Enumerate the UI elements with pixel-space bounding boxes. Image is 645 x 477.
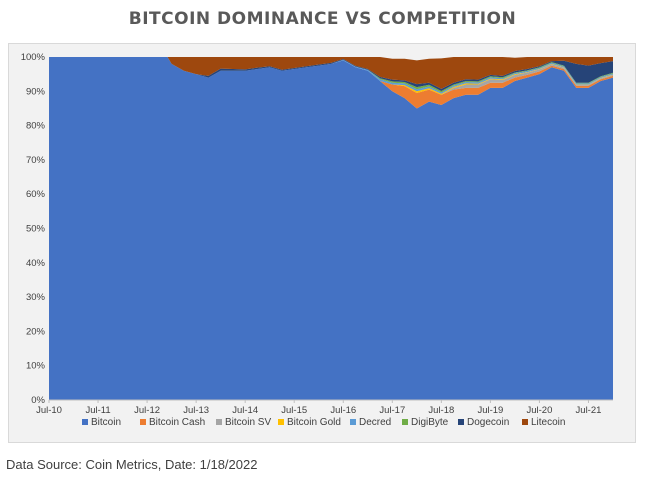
x-tick-label: Jul-20	[526, 405, 552, 416]
x-tick-label: Jul-14	[232, 405, 258, 416]
x-tick-label: Jul-19	[477, 405, 503, 416]
x-tick-label: Jul-13	[183, 405, 209, 416]
legend-swatch	[458, 419, 464, 425]
x-tick-label: Jul-18	[428, 405, 454, 416]
chart-panel: 0% 10% 20% 30% 40% 50% 60% 70% 80% 90% 100% Jul-10 J…	[8, 43, 636, 443]
legend-item-bitcoin-gold: Bitcoin Gold	[278, 417, 341, 428]
legend-label: Bitcoin Cash	[149, 417, 205, 428]
legend-label: Bitcoin	[91, 417, 121, 428]
area-bitcoin-cash	[49, 57, 613, 109]
y-tick-label: 10%	[26, 361, 46, 372]
area-dogecoin	[49, 57, 613, 91]
legend-item-decred: Decred	[350, 417, 391, 428]
y-tick-label: 50%	[26, 224, 46, 235]
legend-swatch	[402, 419, 408, 425]
legend-item-dogecoin: Dogecoin	[458, 417, 509, 428]
legend-item-digibyte: DigiByte	[402, 417, 449, 428]
x-tick-label: Jul-15	[281, 405, 307, 416]
legend-swatch	[216, 419, 222, 425]
x-tick-label: Jul-12	[134, 405, 160, 416]
legend-label: DigiByte	[411, 417, 449, 428]
y-tick-label: 70%	[26, 155, 46, 166]
y-tick-label: 100%	[21, 52, 46, 63]
legend-label: Dogecoin	[467, 417, 509, 428]
area-bitcoin	[49, 57, 613, 400]
area-litecoin	[49, 57, 613, 89]
legend-swatch	[350, 419, 356, 425]
area-series-group	[49, 57, 613, 400]
y-tick-label: 60%	[26, 189, 46, 200]
y-tick-label: 30%	[26, 292, 46, 303]
axes-group: 0% 10% 20% 30% 40% 50% 60% 70% 80% 90% 100% Jul-10 J…	[21, 52, 613, 416]
x-tick-label: Jul-10	[36, 405, 62, 416]
legend-swatch	[140, 419, 146, 425]
legend-swatch	[522, 419, 528, 425]
legend-item-bitcoin-cash: Bitcoin Cash	[140, 417, 205, 428]
x-tick-label: Jul-21	[576, 405, 602, 416]
legend-label: Bitcoin SV	[225, 417, 271, 428]
legend-label: Litecoin	[531, 417, 565, 428]
legend-swatch	[82, 419, 88, 425]
y-tick-label: 80%	[26, 121, 46, 132]
chart-title: BITCOIN DOMINANCE VS COMPETITION	[128, 9, 517, 29]
legend-swatch	[278, 419, 284, 425]
legend-item-bitcoin: Bitcoin	[82, 417, 121, 428]
legend: Bitcoin Bitcoin Cash Bitcoin SV Bitcoin Gol…	[82, 417, 565, 428]
legend-item-litecoin: Litecoin	[522, 417, 565, 428]
data-source-note: Data Source: Coin Metrics, Date: 1/18/20…	[6, 457, 258, 472]
legend-item-bitcoin-sv: Bitcoin SV	[216, 417, 271, 428]
x-tick-label: Jul-16	[330, 405, 356, 416]
y-tick-label: 90%	[26, 86, 46, 97]
area-bitcoin-sv	[49, 57, 613, 95]
legend-label: Bitcoin Gold	[287, 417, 341, 428]
x-tick-label: Jul-11	[85, 405, 110, 416]
y-tick-label: 40%	[26, 258, 46, 269]
y-tick-label: 20%	[26, 326, 46, 337]
stacked-area-chart: 0% 10% 20% 30% 40% 50% 60% 70% 80% 90% 100% Jul-10 J…	[21, 52, 613, 428]
legend-label: Decred	[359, 417, 391, 428]
y-tick-label: 0%	[31, 395, 45, 406]
x-tick-label: Jul-17	[379, 405, 405, 416]
